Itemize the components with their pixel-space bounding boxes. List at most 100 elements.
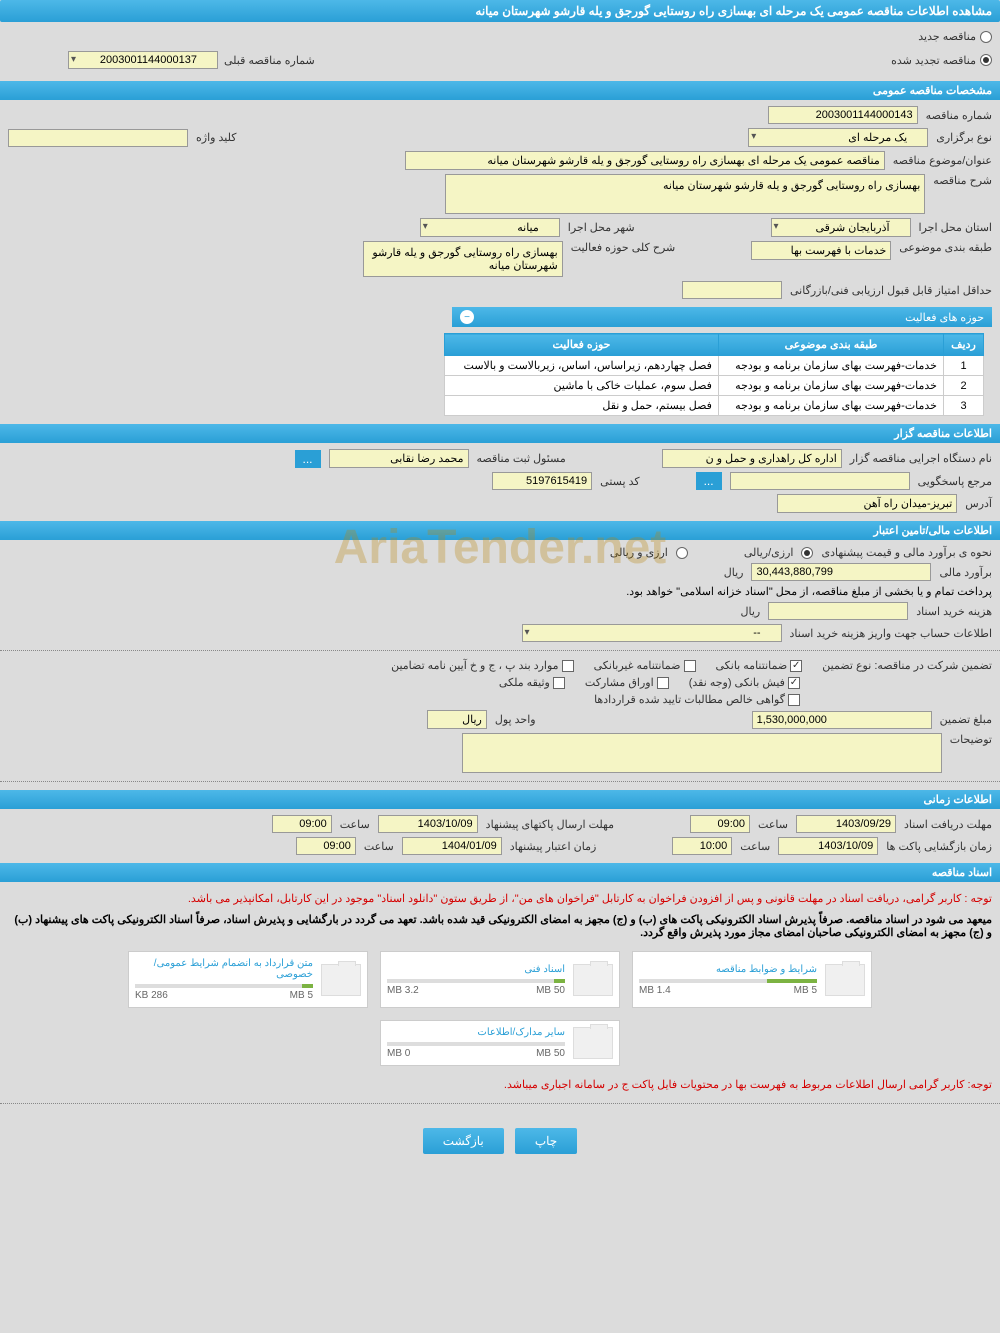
description-field: بهسازی راه روستایی گورجق و یله قارشو شهر…: [445, 174, 925, 214]
tender-renewed-radio[interactable]: [980, 54, 992, 66]
chevron-down-icon: ▾: [751, 131, 756, 142]
file-total: 5 MB: [794, 985, 817, 996]
contact-label: مرجع پاسخگویی: [918, 475, 992, 488]
guarantee-amount-label: مبلغ تضمین: [940, 713, 992, 726]
time-label-2: ساعت: [340, 818, 370, 831]
type-select[interactable]: یک مرحله ای ▾: [748, 128, 928, 147]
guarantee-unit-field: ریال: [427, 710, 487, 729]
postal-field: 5197615419: [492, 472, 592, 490]
file-used: 286 KB: [135, 990, 168, 1001]
page-title: مشاهده اطلاعات مناقصه عمومی یک مرحله ای …: [0, 0, 1000, 22]
treasury-note: پرداخت تمام و یا بخشی از مبلغ مناقصه، از…: [626, 585, 992, 598]
doc-cost-field[interactable]: [768, 602, 908, 620]
collapse-button[interactable]: −: [460, 310, 474, 324]
doc-deadline-date: 1403/09/29: [796, 815, 896, 833]
prev-number-label: شماره مناقصه قبلی: [224, 54, 315, 67]
activity-scope-label: شرح کلی حوزه فعالیت: [571, 241, 676, 254]
receivables-label: گواهی خالص مطالبات تایید شده قراردادها: [594, 694, 785, 706]
currency-foreign-radio[interactable]: [676, 547, 688, 559]
file-title: متن قرارداد به انضمام شرایط عمومی/خصوصی: [135, 958, 313, 980]
folder-icon: [321, 964, 361, 996]
table-row: 3خدمات-فهرست بهای سازمان برنامه و بودجهف…: [445, 396, 984, 416]
nonbank-guarantee-label: ضمانتنامه غیربانکی: [594, 660, 681, 672]
doc-footer-note: توجه: کاربر گرامی ارسال اطلاعات مربوط به…: [0, 1074, 1000, 1095]
financial-section: اطلاعات مالی/تامین اعتبار: [0, 521, 1000, 540]
validity-time: 09:00: [296, 837, 356, 855]
nonbank-guarantee-check[interactable]: [684, 660, 696, 672]
file-card[interactable]: سایر مدارک/اطلاعات50 MB0 MB: [380, 1020, 620, 1066]
receivables-check[interactable]: [788, 694, 800, 706]
bank-guarantee-check[interactable]: [790, 660, 802, 672]
table-row: 1خدمات-فهرست بهای سازمان برنامه و بودجهف…: [445, 356, 984, 376]
province-select[interactable]: آذربایجان شرقی ▾: [771, 218, 911, 237]
guarantee-notes-label: توضیحات: [950, 733, 992, 746]
opening-date: 1403/10/09: [778, 837, 878, 855]
registrar-field: محمد رضا نقابی: [329, 449, 469, 468]
file-card[interactable]: اسناد فنی 50 MB 3.2 MB: [380, 951, 620, 1008]
file-title: شرایط و ضوابط مناقصه: [639, 964, 817, 975]
table-row: 2خدمات-فهرست بهای سازمان برنامه و بودجهف…: [445, 376, 984, 396]
proposal-deadline-time: 09:00: [272, 815, 332, 833]
city-select[interactable]: میانه ▾: [420, 218, 560, 237]
keyword-field[interactable]: [8, 129, 188, 147]
bylaw-label: موارد بند پ ، ج و خ آیین نامه تضامین: [391, 660, 558, 672]
file-title: سایر مدارک/اطلاعات: [387, 1027, 565, 1038]
city-value: میانه: [517, 222, 539, 234]
file-used: 0 MB: [387, 1048, 410, 1059]
guarantee-amount-field: 1,530,000,000: [752, 711, 932, 729]
documents-section: اسناد مناقصه: [0, 863, 1000, 882]
file-used: 3.2 MB: [387, 985, 419, 996]
chevron-down-icon: ▾: [774, 221, 779, 232]
partnership-label: اوراق مشارکت: [585, 677, 654, 689]
keyword-label: کلید واژه: [196, 131, 236, 144]
col-area: حوزه فعالیت: [445, 334, 719, 356]
description-label: شرح مناقصه: [933, 174, 992, 187]
min-score-field[interactable]: [682, 281, 782, 299]
timing-section: اطلاعات زمانی: [0, 790, 1000, 809]
tender-number-label: شماره مناقصه: [926, 109, 992, 122]
property-check[interactable]: [553, 677, 565, 689]
bank-receipt-label: فیش بانکی (وجه نقد): [689, 677, 785, 689]
registrar-label: مسئول ثبت مناقصه: [477, 452, 566, 465]
guarantee-unit-label: واحد پول: [495, 713, 536, 726]
contact-field[interactable]: [730, 472, 910, 490]
file-used: 1.4 MB: [639, 985, 671, 996]
print-button[interactable]: چاپ: [515, 1128, 577, 1154]
guarantee-notes-field[interactable]: [462, 733, 942, 773]
classification-label: طبقه بندی موضوعی: [899, 241, 992, 254]
file-total: 5 MB: [290, 990, 313, 1001]
prev-number-select[interactable]: 2003001144000137 ▾: [68, 51, 218, 69]
chevron-down-icon: ▾: [71, 54, 76, 65]
registrar-lookup-button[interactable]: ...: [295, 450, 321, 468]
org-label: نام دستگاه اجرایی مناقصه گزار: [850, 452, 992, 465]
property-label: وثیقه ملکی: [499, 677, 550, 689]
activity-panel-title: حوزه های فعالیت: [905, 311, 984, 324]
file-card[interactable]: شرایط و ضوابط مناقصه 5 MB 1.4 MB: [632, 951, 872, 1008]
bylaw-check[interactable]: [562, 660, 574, 672]
account-info-select[interactable]: -- ▾: [522, 624, 782, 642]
estimate-method-label: نحوه ی برآورد مالی و قیمت پیشنهادی: [821, 546, 992, 559]
proposal-deadline-date: 1403/10/09: [378, 815, 478, 833]
file-total: 50 MB: [536, 985, 565, 996]
file-title: اسناد فنی: [387, 964, 565, 975]
chevron-down-icon: ▾: [525, 627, 530, 638]
validity-label: زمان اعتبار پیشنهاد: [510, 840, 597, 853]
address-label: آدرس: [965, 497, 992, 510]
activity-scope-field: بهسازی راه روستایی گورجق و یله قارشو شهر…: [363, 241, 563, 277]
type-label: نوع برگزاری: [936, 131, 992, 144]
currency-rial-radio[interactable]: [801, 547, 813, 559]
city-label: شهر محل اجرا: [568, 221, 635, 234]
folder-icon: [573, 1027, 613, 1059]
col-row: ردیف: [944, 334, 984, 356]
back-button[interactable]: بازگشت: [423, 1128, 504, 1154]
tender-number-field: 2003001144000143: [768, 106, 918, 124]
province-label: استان محل اجرا: [919, 221, 992, 234]
bank-receipt-check[interactable]: [788, 677, 800, 689]
validity-date: 1404/01/09: [402, 837, 502, 855]
contact-lookup-button[interactable]: ...: [696, 472, 722, 490]
tender-new-radio[interactable]: [980, 31, 992, 43]
file-card[interactable]: متن قرارداد به انضمام شرایط عمومی/خصوصی 5…: [128, 951, 368, 1008]
tender-new-label: مناقصه جدید: [918, 30, 976, 43]
chevron-down-icon: ▾: [423, 221, 428, 232]
partnership-check[interactable]: [657, 677, 669, 689]
